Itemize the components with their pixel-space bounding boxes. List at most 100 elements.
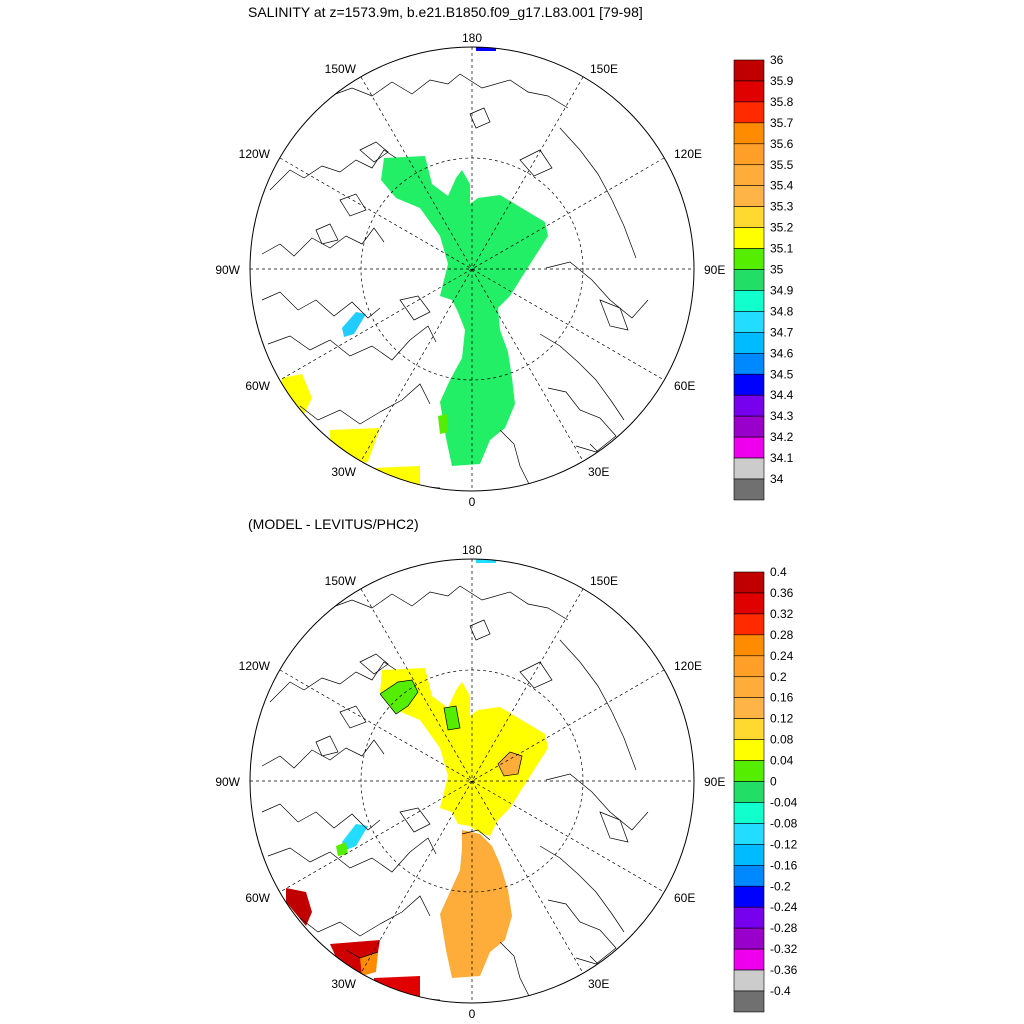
- top-graticule: [250, 47, 694, 491]
- top-polar-map: 180 150E 120E 90E 60E 30E 0 30W 60W 90W …: [215, 31, 725, 509]
- bottom-colorbar-label: -0.2: [770, 879, 791, 893]
- bottom-colorbar-box: [733, 613, 765, 636]
- bottom-colorbar-label: 0.4: [770, 565, 787, 579]
- bottom-colorbar-label: 0.2: [770, 670, 787, 684]
- bottom-polar-map: 180 150E 120E 90E 60E 30E 0 30W 60W 90W …: [215, 543, 725, 1021]
- top-colorbar-label: 35.5: [770, 158, 794, 172]
- bottom-colorbar-label: 0.36: [770, 586, 794, 600]
- top-colorbar-label: 35.2: [770, 221, 794, 235]
- bottom-field-red-0: [374, 976, 420, 1000]
- top-colorbar-box: [733, 332, 765, 354]
- top-field-blue-180: [476, 47, 496, 51]
- top-colorbar-box: [733, 415, 765, 438]
- bottom-field-cyan-patch: [342, 824, 368, 850]
- top-colorbar-label: 35.3: [770, 200, 794, 214]
- bottom-colorbar-label: -0.08: [770, 816, 798, 830]
- bottom-field-red-60w: [286, 888, 312, 926]
- bottom-field-cyan-180: [476, 559, 496, 563]
- bottom-field-orange-30w: [360, 952, 378, 976]
- bottom-colorbar-label: -0.4: [770, 984, 791, 998]
- bottom-field: [286, 559, 548, 1000]
- bottom-colorbar-box: [733, 823, 765, 845]
- bottom-colorbar-label: 0.24: [770, 649, 794, 663]
- top-colorbar-label: 34.3: [770, 409, 794, 423]
- top-field-yellow-60w: [280, 374, 312, 414]
- top-colorbar-label: 35.4: [770, 179, 794, 193]
- top-lon-label-120w: 120W: [239, 147, 271, 161]
- bottom-colorbar-box: [733, 781, 765, 803]
- top-colorbar-box: [733, 164, 765, 187]
- top-colorbar-box: [733, 394, 765, 417]
- top-colorbar-label: 35: [770, 263, 784, 277]
- bottom-lon-label-30w: 30W: [331, 977, 356, 991]
- bottom-colorbar-label: 0.16: [770, 691, 794, 705]
- top-colorbar-label: 34.2: [770, 430, 794, 444]
- bottom-lon-label-90e: 90E: [704, 775, 725, 789]
- top-colorbar-label: 34.8: [770, 304, 794, 318]
- bottom-panel-title: (MODEL - LEVITUS/PHC2): [248, 516, 419, 532]
- bottom-colorbar-box: [733, 634, 765, 657]
- bottom-colorbar-label: -0.24: [770, 900, 798, 914]
- top-colorbar-box: [733, 227, 765, 249]
- top-lon-label-60w: 60W: [245, 379, 270, 393]
- bottom-colorbar-box: [733, 718, 765, 740]
- top-lon-labels: 180 150E 120E 90E 60E 30E 0 30W 60W 90W …: [215, 31, 725, 509]
- top-colorbar-label: 36: [770, 53, 784, 67]
- top-lon-label-180: 180: [462, 31, 482, 45]
- top-field-green-spot: [438, 414, 448, 434]
- bottom-colorbar-box: [733, 864, 765, 887]
- bottom-colorbar-box: [733, 927, 765, 950]
- top-field-main: [381, 156, 548, 466]
- top-colorbar-box: [733, 269, 765, 291]
- bottom-colorbar-label: -0.32: [770, 942, 798, 956]
- top-field: [280, 47, 548, 490]
- top-colorbar-label: 34.9: [770, 283, 794, 297]
- top-lon-label-0: 0: [469, 495, 476, 509]
- top-colorbar-box: [733, 311, 765, 333]
- top-colorbar-label: 34.6: [770, 346, 794, 360]
- bottom-lon-label-120e: 120E: [674, 659, 702, 673]
- bottom-lon-label-150w: 150W: [325, 574, 357, 588]
- bottom-graticule: [250, 559, 694, 1003]
- bottom-lon-label-180: 180: [462, 543, 482, 557]
- top-colorbar-box: [733, 101, 765, 124]
- bottom-colorbar-box: [733, 906, 765, 929]
- top-lon-label-30w: 30W: [331, 465, 356, 479]
- top-colorbar-box: [733, 436, 765, 459]
- top-colorbar-box: [733, 290, 765, 312]
- top-colorbar-label: 35.8: [770, 95, 794, 109]
- top-lon-label-90e: 90E: [704, 263, 725, 277]
- bottom-colorbar-label: -0.16: [770, 858, 798, 872]
- bottom-lon-label-60e: 60E: [674, 891, 695, 905]
- bottom-colorbar-box: [733, 990, 765, 1013]
- top-map-border: [249, 46, 695, 492]
- bottom-map-border: [249, 558, 695, 1004]
- top-field-cyan-patch: [342, 312, 366, 337]
- top-colorbar-label: 35.7: [770, 116, 794, 130]
- bottom-colorbar-box: [733, 802, 765, 824]
- bottom-colorbar-label: 0.12: [770, 712, 794, 726]
- top-colorbar-box: [733, 143, 765, 166]
- bottom-colorbar-box: [733, 948, 765, 971]
- bottom-colorbar-label: 0.08: [770, 733, 794, 747]
- bottom-colorbar-label: -0.04: [770, 795, 798, 809]
- bottom-colorbar-box: [733, 739, 765, 761]
- bottom-lon-label-90w: 90W: [215, 775, 240, 789]
- bottom-lon-label-0: 0: [469, 1007, 476, 1021]
- bottom-colorbar-label: 0.28: [770, 628, 794, 642]
- top-lon-label-30e: 30E: [588, 465, 609, 479]
- bottom-colorbar-box: [733, 885, 765, 908]
- bottom-lon-label-120w: 120W: [239, 659, 271, 673]
- top-colorbar-label: 34: [770, 472, 784, 486]
- top-colorbar-box: [733, 80, 765, 103]
- top-lon-label-150e: 150E: [590, 62, 618, 76]
- top-lon-label-60e: 60E: [674, 379, 695, 393]
- top-colorbar-box: [733, 248, 765, 270]
- bottom-lon-label-60w: 60W: [245, 891, 270, 905]
- bottom-colorbar-box: [733, 592, 765, 615]
- bottom-colorbar-label: 0.04: [770, 754, 794, 768]
- top-colorbar-label: 34.7: [770, 325, 794, 339]
- bottom-colorbar-label: 0.32: [770, 607, 794, 621]
- bottom-colorbar-box: [733, 676, 765, 699]
